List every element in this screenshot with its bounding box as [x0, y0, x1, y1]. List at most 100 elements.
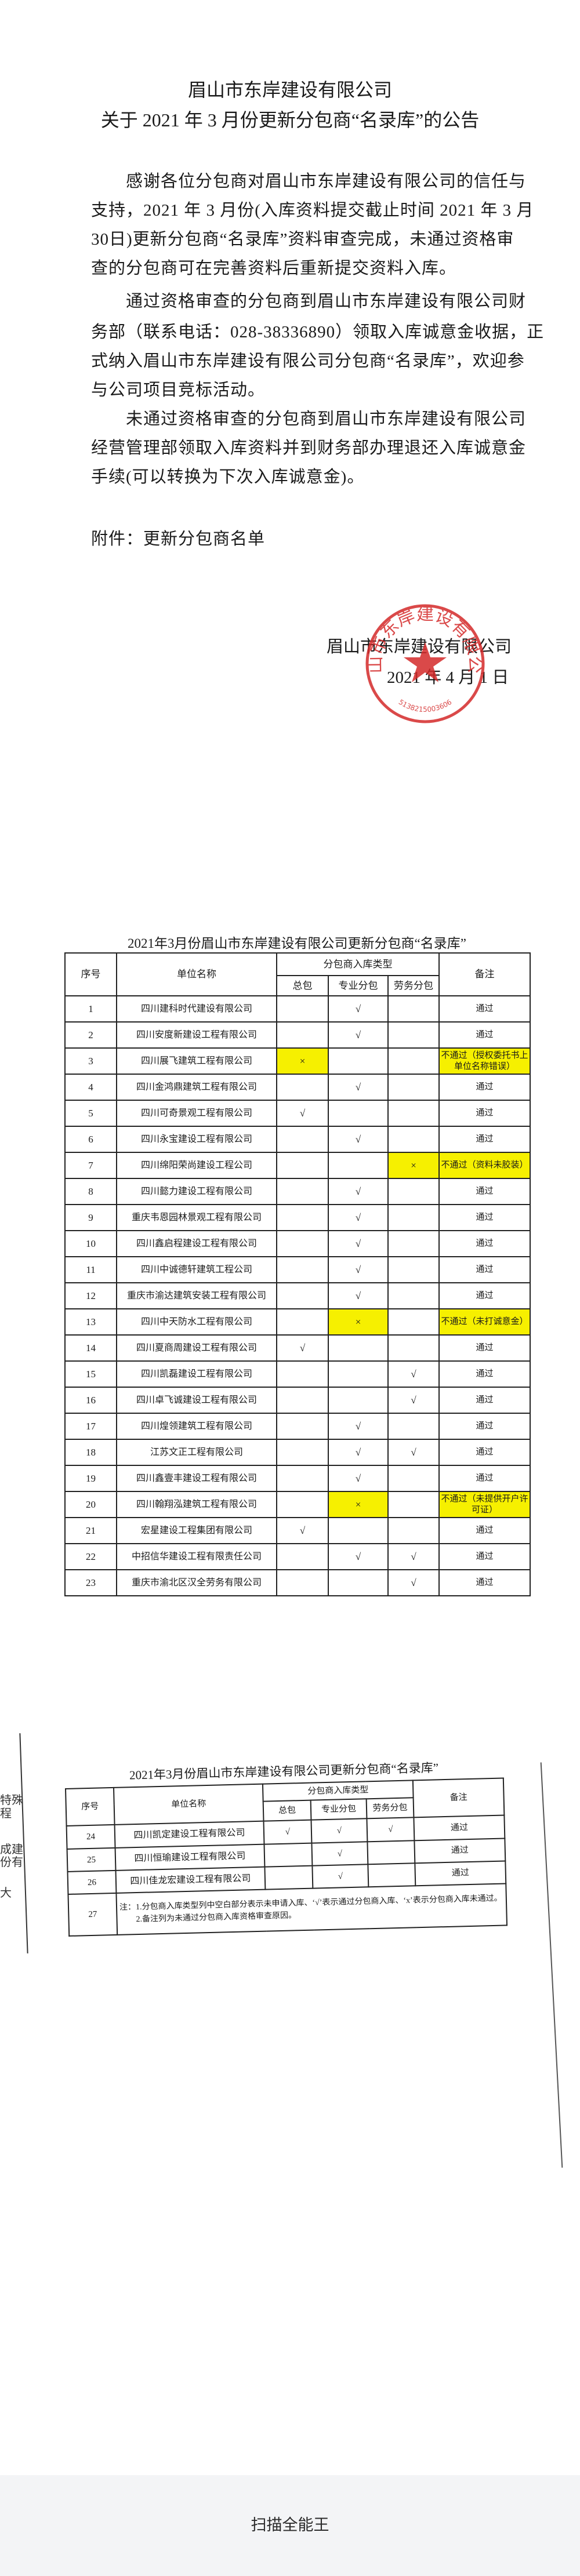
remark: 通过	[438, 1360, 531, 1388]
specialty-subcontract-mark: √	[328, 1204, 389, 1231]
header-general: 总包	[263, 1800, 311, 1821]
company-name: 四川翰翔泓建筑工程有限公司	[116, 1491, 277, 1518]
paragraph-1-line-3: 30日)更新分包商“名录库”资料审查完成，未通过资格审	[91, 230, 514, 249]
table-row: 4 四川金鸿鼎建筑工程有限公司 √ 通过	[64, 1074, 531, 1101]
table-row: 3 四川展飞建筑工程有限公司 × 不通过（授权委托书上单位名称错误）	[64, 1047, 531, 1075]
row-no: 23	[64, 1569, 117, 1596]
labor-subcontract-mark	[387, 1282, 440, 1309]
specialty-subcontract-mark	[328, 1047, 389, 1075]
remark: 通过	[438, 1334, 531, 1362]
remark: 通过	[438, 1256, 531, 1283]
remark: 通过	[438, 1413, 531, 1440]
notice-title-company: 眉山市东岸建设有限公司	[187, 79, 392, 100]
labor-subcontract-mark	[387, 1230, 440, 1257]
table-row: 9 重庆韦恩园林景观工程有限公司 √ 通过	[64, 1204, 531, 1231]
table-row: 19 四川鑫壹丰建设工程有限公司 √ 通过	[64, 1465, 531, 1492]
general-contract-mark: √	[263, 1820, 312, 1844]
table-title: 2021年3月份眉山市东岸建设有限公司更新分包商“名录库”	[128, 936, 466, 951]
company-name: 四川夏商周建设工程有限公司	[116, 1334, 277, 1362]
general-contract-mark	[264, 1865, 313, 1890]
row-no: 4	[64, 1074, 117, 1101]
remark: 通过	[438, 1439, 531, 1466]
labor-subcontract-mark	[367, 1840, 415, 1865]
general-contract-mark	[276, 1178, 329, 1205]
row-no: 24	[66, 1824, 115, 1849]
row-no: 3	[64, 1047, 117, 1075]
labor-subcontract-mark: √	[387, 1360, 440, 1388]
remark: 通过	[438, 1126, 531, 1153]
header-labor: 劳务分包	[387, 975, 440, 996]
row-no: 26	[67, 1870, 117, 1894]
specialty-subcontract-mark	[328, 1100, 389, 1127]
remark: 通过	[415, 1861, 506, 1886]
header-general: 总包	[276, 975, 329, 996]
scanner-footer: 扫描全能王	[0, 2475, 580, 2576]
general-contract-mark	[276, 1569, 329, 1596]
labor-subcontract-mark	[387, 1465, 440, 1492]
remark: 通过	[438, 995, 531, 1023]
table-row: 13 四川中天防水工程有限公司 × 不通过（未打诚意金）	[64, 1308, 531, 1336]
remark: 通过	[438, 1074, 531, 1101]
labor-subcontract-mark: √	[387, 1569, 440, 1596]
general-contract-mark	[276, 1543, 329, 1570]
labor-subcontract-mark	[387, 1517, 440, 1544]
company-name: 四川建科时代建设有限公司	[116, 995, 277, 1023]
specialty-subcontract-mark	[328, 1334, 389, 1362]
company-name: 四川安度新建设工程有限公司	[116, 1021, 277, 1049]
header-remark: 备注	[438, 952, 531, 996]
table-row: 5 四川可奇景观工程有限公司 √ 通过	[64, 1100, 531, 1127]
specialty-subcontract-mark: √	[328, 1126, 389, 1153]
general-contract-mark	[276, 1021, 329, 1049]
row-no: 10	[64, 1230, 117, 1257]
remark: 通过	[438, 1100, 531, 1127]
company-name: 四川中诚德轩建筑工程公司	[116, 1256, 277, 1283]
specialty-subcontract-mark: √	[328, 1543, 389, 1570]
row-no: 11	[64, 1256, 117, 1283]
row-no: 20	[64, 1491, 117, 1518]
specialty-subcontract-mark: √	[328, 1256, 389, 1283]
labor-subcontract-mark: √	[387, 1543, 440, 1570]
remark: 通过	[438, 1021, 531, 1049]
remark: 不通过（资料未胶装）	[438, 1152, 531, 1179]
header-no: 序号	[64, 952, 117, 996]
labor-subcontract-mark	[387, 1491, 440, 1518]
company-name: 重庆韦恩园林景观工程有限公司	[116, 1204, 277, 1231]
paragraph-2-line-1: 通过资格审查的分包商到眉山市东岸建设有限公司财	[91, 292, 527, 311]
background-fragment: 大	[0, 1887, 12, 1900]
remark: 通过	[438, 1465, 531, 1492]
background-fragment: 程	[0, 1807, 12, 1820]
specialty-subcontract-mark: √	[311, 1842, 368, 1866]
header-no: 序号	[66, 1787, 115, 1826]
company-name: 四川佳龙宏建设工程有限公司	[115, 1866, 266, 1893]
remark: 通过	[438, 1204, 531, 1231]
company-name: 四川卓飞诚建设工程有限公司	[116, 1387, 277, 1414]
table-row: 23 重庆市渝北区汉全劳务有限公司 √ 通过	[64, 1569, 531, 1596]
table-row: 10 四川鑫启程建设工程有限公司 √ 通过	[64, 1230, 531, 1257]
row-no: 22	[64, 1543, 117, 1570]
company-name: 四川鑫壹丰建设工程有限公司	[116, 1465, 277, 1492]
row-no: 16	[64, 1387, 117, 1414]
table-row: 15 四川凯磊建设工程有限公司 √ 通过	[64, 1360, 531, 1388]
company-name: 四川金鸿鼎建筑工程有限公司	[116, 1074, 277, 1101]
table-row: 12 重庆市渝达建筑安装工程有限公司 √ 通过	[64, 1282, 531, 1309]
specialty-subcontract-mark	[328, 1387, 389, 1414]
specialty-subcontract-mark: √	[328, 1230, 389, 1257]
remark: 通过	[438, 1387, 531, 1414]
general-contract-mark	[264, 1843, 313, 1867]
general-contract-mark	[276, 1204, 329, 1231]
company-name: 四川恒瑜建设工程有限公司	[115, 1844, 265, 1871]
company-name: 四川鑫启程建设工程有限公司	[116, 1230, 277, 1257]
note-cell: 注：1.分包商入库类型列中空白部分表示未申请入库、‘√’表示通过分包商入库、‘x…	[116, 1883, 507, 1935]
subcontractor-table: 序号 单位名称 分包商入库类型 备注 总包 专业分包 劳务分包 1 四川建科时代建…	[64, 952, 531, 1596]
remark: 不通过（未提供开户许可证）	[438, 1491, 531, 1518]
row-no: 15	[64, 1360, 117, 1388]
note-row-no: 27	[68, 1893, 118, 1936]
row-no: 25	[67, 1847, 116, 1872]
company-name: 四川永宝建设工程有限公司	[116, 1126, 277, 1153]
general-contract-mark	[276, 1282, 329, 1309]
labor-subcontract-mark	[387, 1047, 440, 1075]
company-name: 四川绵阳荣尚建设工程公司	[116, 1152, 277, 1179]
company-name: 江苏文正工程有限公司	[116, 1439, 277, 1466]
table-row: 16 四川卓飞诚建设工程有限公司 √ 通过	[64, 1387, 531, 1414]
row-no: 21	[64, 1517, 117, 1544]
